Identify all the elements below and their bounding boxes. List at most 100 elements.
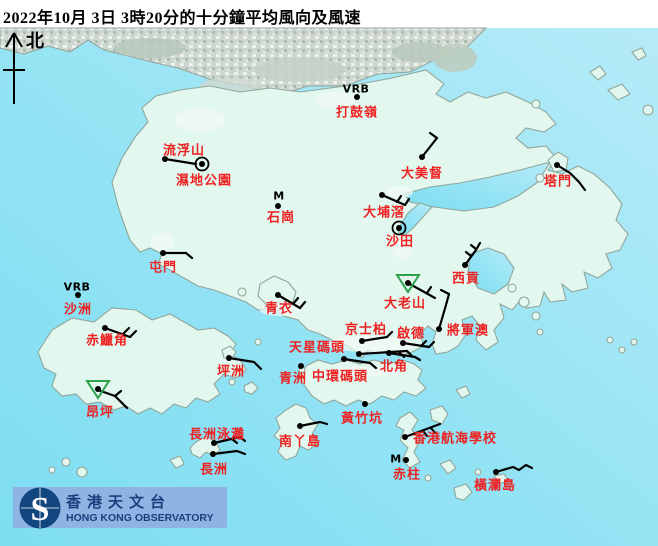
station-label-green-island[interactable]: 青洲 bbox=[278, 370, 308, 386]
station-dot bbox=[75, 292, 81, 298]
station-label-cheung-chau-beach[interactable]: 長洲泳灘 bbox=[188, 426, 246, 442]
station-label-chek-lap-kok[interactable]: 赤鱲角 bbox=[85, 332, 129, 348]
station-dot bbox=[199, 161, 205, 167]
station-label-tuen-mun[interactable]: 屯門 bbox=[148, 259, 178, 275]
station-dot bbox=[403, 457, 409, 463]
station-label-ngong-ping[interactable]: 昂坪 bbox=[85, 404, 115, 420]
urban-patches bbox=[150, 92, 414, 377]
wind-barb bbox=[276, 293, 302, 310]
station-label-tai-mei-tuk[interactable]: 大美督 bbox=[400, 165, 444, 181]
station-north-point[interactable] bbox=[386, 350, 422, 362]
station-dot bbox=[356, 351, 362, 357]
station-lau-fau-shan[interactable] bbox=[162, 156, 198, 166]
wind-barb bbox=[380, 193, 407, 207]
wind-barb bbox=[429, 426, 437, 435]
logo-chinese: 香港天文台 bbox=[66, 495, 172, 511]
flag-stanley: M bbox=[390, 452, 402, 466]
station-label-lamma-island[interactable]: 南丫島 bbox=[278, 433, 322, 449]
station-dot bbox=[102, 325, 108, 331]
logo-text: 香港天文台 HONG KONG OBSERVATORY bbox=[66, 491, 214, 524]
station-cheung-chau-beach[interactable] bbox=[211, 435, 247, 446]
station-ta-kwu-ling[interactable] bbox=[354, 94, 360, 100]
station-dot bbox=[379, 192, 385, 198]
station-hk-sea-school[interactable] bbox=[402, 422, 442, 440]
station-chek-lap-kok[interactable] bbox=[102, 325, 138, 339]
station-label-waglan-island[interactable]: 橫瀾島 bbox=[473, 477, 517, 493]
station-label-star-ferry-pier[interactable]: 天星碼頭 bbox=[288, 339, 346, 355]
station-dot bbox=[226, 355, 232, 361]
station-shek-kong[interactable] bbox=[275, 203, 281, 209]
station-label-shek-kong[interactable]: 石崗 bbox=[266, 209, 296, 225]
station-label-sha-tin[interactable]: 沙田 bbox=[385, 233, 415, 249]
station-label-north-point[interactable]: 北角 bbox=[379, 358, 409, 374]
station-label-kings-park[interactable]: 京士柏 bbox=[344, 321, 388, 337]
station-tuen-mun[interactable] bbox=[160, 250, 194, 260]
wind-barb bbox=[387, 351, 422, 362]
station-dot bbox=[359, 338, 365, 344]
station-dot bbox=[402, 434, 408, 440]
wind-barb bbox=[437, 292, 451, 331]
station-label-central-pier[interactable]: 中環碼頭 bbox=[311, 368, 369, 384]
station-label-lau-fau-shan[interactable]: 流浮山 bbox=[162, 142, 206, 158]
station-label-wetland-park[interactable]: 濕地公園 bbox=[175, 172, 233, 188]
station-sha-tin[interactable] bbox=[391, 220, 407, 236]
wind-barb bbox=[360, 330, 394, 343]
station-stanley[interactable] bbox=[403, 457, 409, 463]
station-label-tai-po-kau[interactable]: 大埔滘 bbox=[362, 204, 406, 220]
station-cheung-chau[interactable] bbox=[210, 449, 247, 457]
station-tap-mun[interactable] bbox=[554, 162, 587, 192]
station-tai-po-kau[interactable] bbox=[379, 192, 411, 207]
station-ngong-ping[interactable] bbox=[85, 380, 129, 410]
wind-barb bbox=[103, 326, 132, 339]
station-dot bbox=[162, 156, 168, 162]
station-label-tap-mun[interactable]: 塔門 bbox=[543, 173, 573, 189]
wind-barb bbox=[421, 429, 429, 438]
station-waglan-island[interactable] bbox=[493, 463, 534, 475]
station-label-sai-kung[interactable]: 西貢 bbox=[451, 270, 481, 286]
triangle-marker bbox=[85, 380, 111, 400]
station-label-cheung-chau[interactable]: 長洲 bbox=[199, 461, 229, 477]
new-territories-landmass bbox=[111, 69, 629, 359]
wind-barb bbox=[128, 329, 138, 339]
page-title: 2022年10月 3日 3時20分的十分鐘平均風向及風速 bbox=[3, 10, 362, 27]
station-dot bbox=[275, 292, 281, 298]
wind-barb bbox=[464, 250, 473, 258]
wind-barb bbox=[427, 340, 436, 349]
station-central-pier[interactable] bbox=[341, 356, 378, 370]
station-peng-chau[interactable] bbox=[226, 355, 263, 371]
station-label-ta-kwu-ling[interactable]: 打鼓嶺 bbox=[335, 104, 379, 120]
station-tsing-yi[interactable] bbox=[275, 292, 307, 310]
station-dot bbox=[275, 203, 281, 209]
station-label-sha-chau[interactable]: 沙洲 bbox=[63, 301, 93, 317]
station-kings-park[interactable] bbox=[359, 330, 394, 344]
station-label-kai-tak[interactable]: 啟德 bbox=[396, 325, 426, 341]
station-label-peng-chau[interactable]: 坪洲 bbox=[216, 363, 246, 379]
station-wetland-park[interactable] bbox=[194, 156, 210, 172]
wind-barb bbox=[439, 288, 451, 296]
station-label-tsing-yi[interactable]: 青衣 bbox=[264, 300, 294, 316]
station-dot bbox=[405, 280, 411, 286]
station-tai-mei-tuk[interactable] bbox=[419, 131, 439, 160]
station-label-wong-chuk-hang[interactable]: 黃竹坑 bbox=[340, 410, 384, 426]
station-lamma-island[interactable] bbox=[297, 420, 329, 429]
station-label-stanley[interactable]: 赤柱 bbox=[392, 466, 422, 482]
station-green-island[interactable] bbox=[298, 363, 304, 369]
station-sha-chau[interactable] bbox=[75, 292, 81, 298]
station-wong-chuk-hang[interactable] bbox=[362, 401, 368, 407]
station-label-hk-sea-school[interactable]: 香港航海學校 bbox=[412, 430, 498, 446]
hko-logo[interactable]: S 香港天文台 HONG KONG OBSERVATORY bbox=[13, 487, 227, 528]
station-tates-cairn[interactable] bbox=[395, 274, 437, 300]
wind-barb bbox=[212, 435, 242, 445]
station-dot bbox=[210, 451, 216, 457]
wind-barb bbox=[469, 243, 478, 251]
station-kai-tak[interactable] bbox=[400, 339, 436, 349]
station-dot bbox=[95, 386, 101, 392]
station-label-tseung-kwan-o[interactable]: 將軍澳 bbox=[446, 322, 490, 338]
station-tseung-kwan-o[interactable] bbox=[436, 288, 451, 332]
station-sai-kung[interactable] bbox=[462, 241, 482, 268]
station-label-tates-cairn[interactable]: 大老山 bbox=[383, 295, 427, 311]
north-arrow bbox=[3, 32, 25, 104]
